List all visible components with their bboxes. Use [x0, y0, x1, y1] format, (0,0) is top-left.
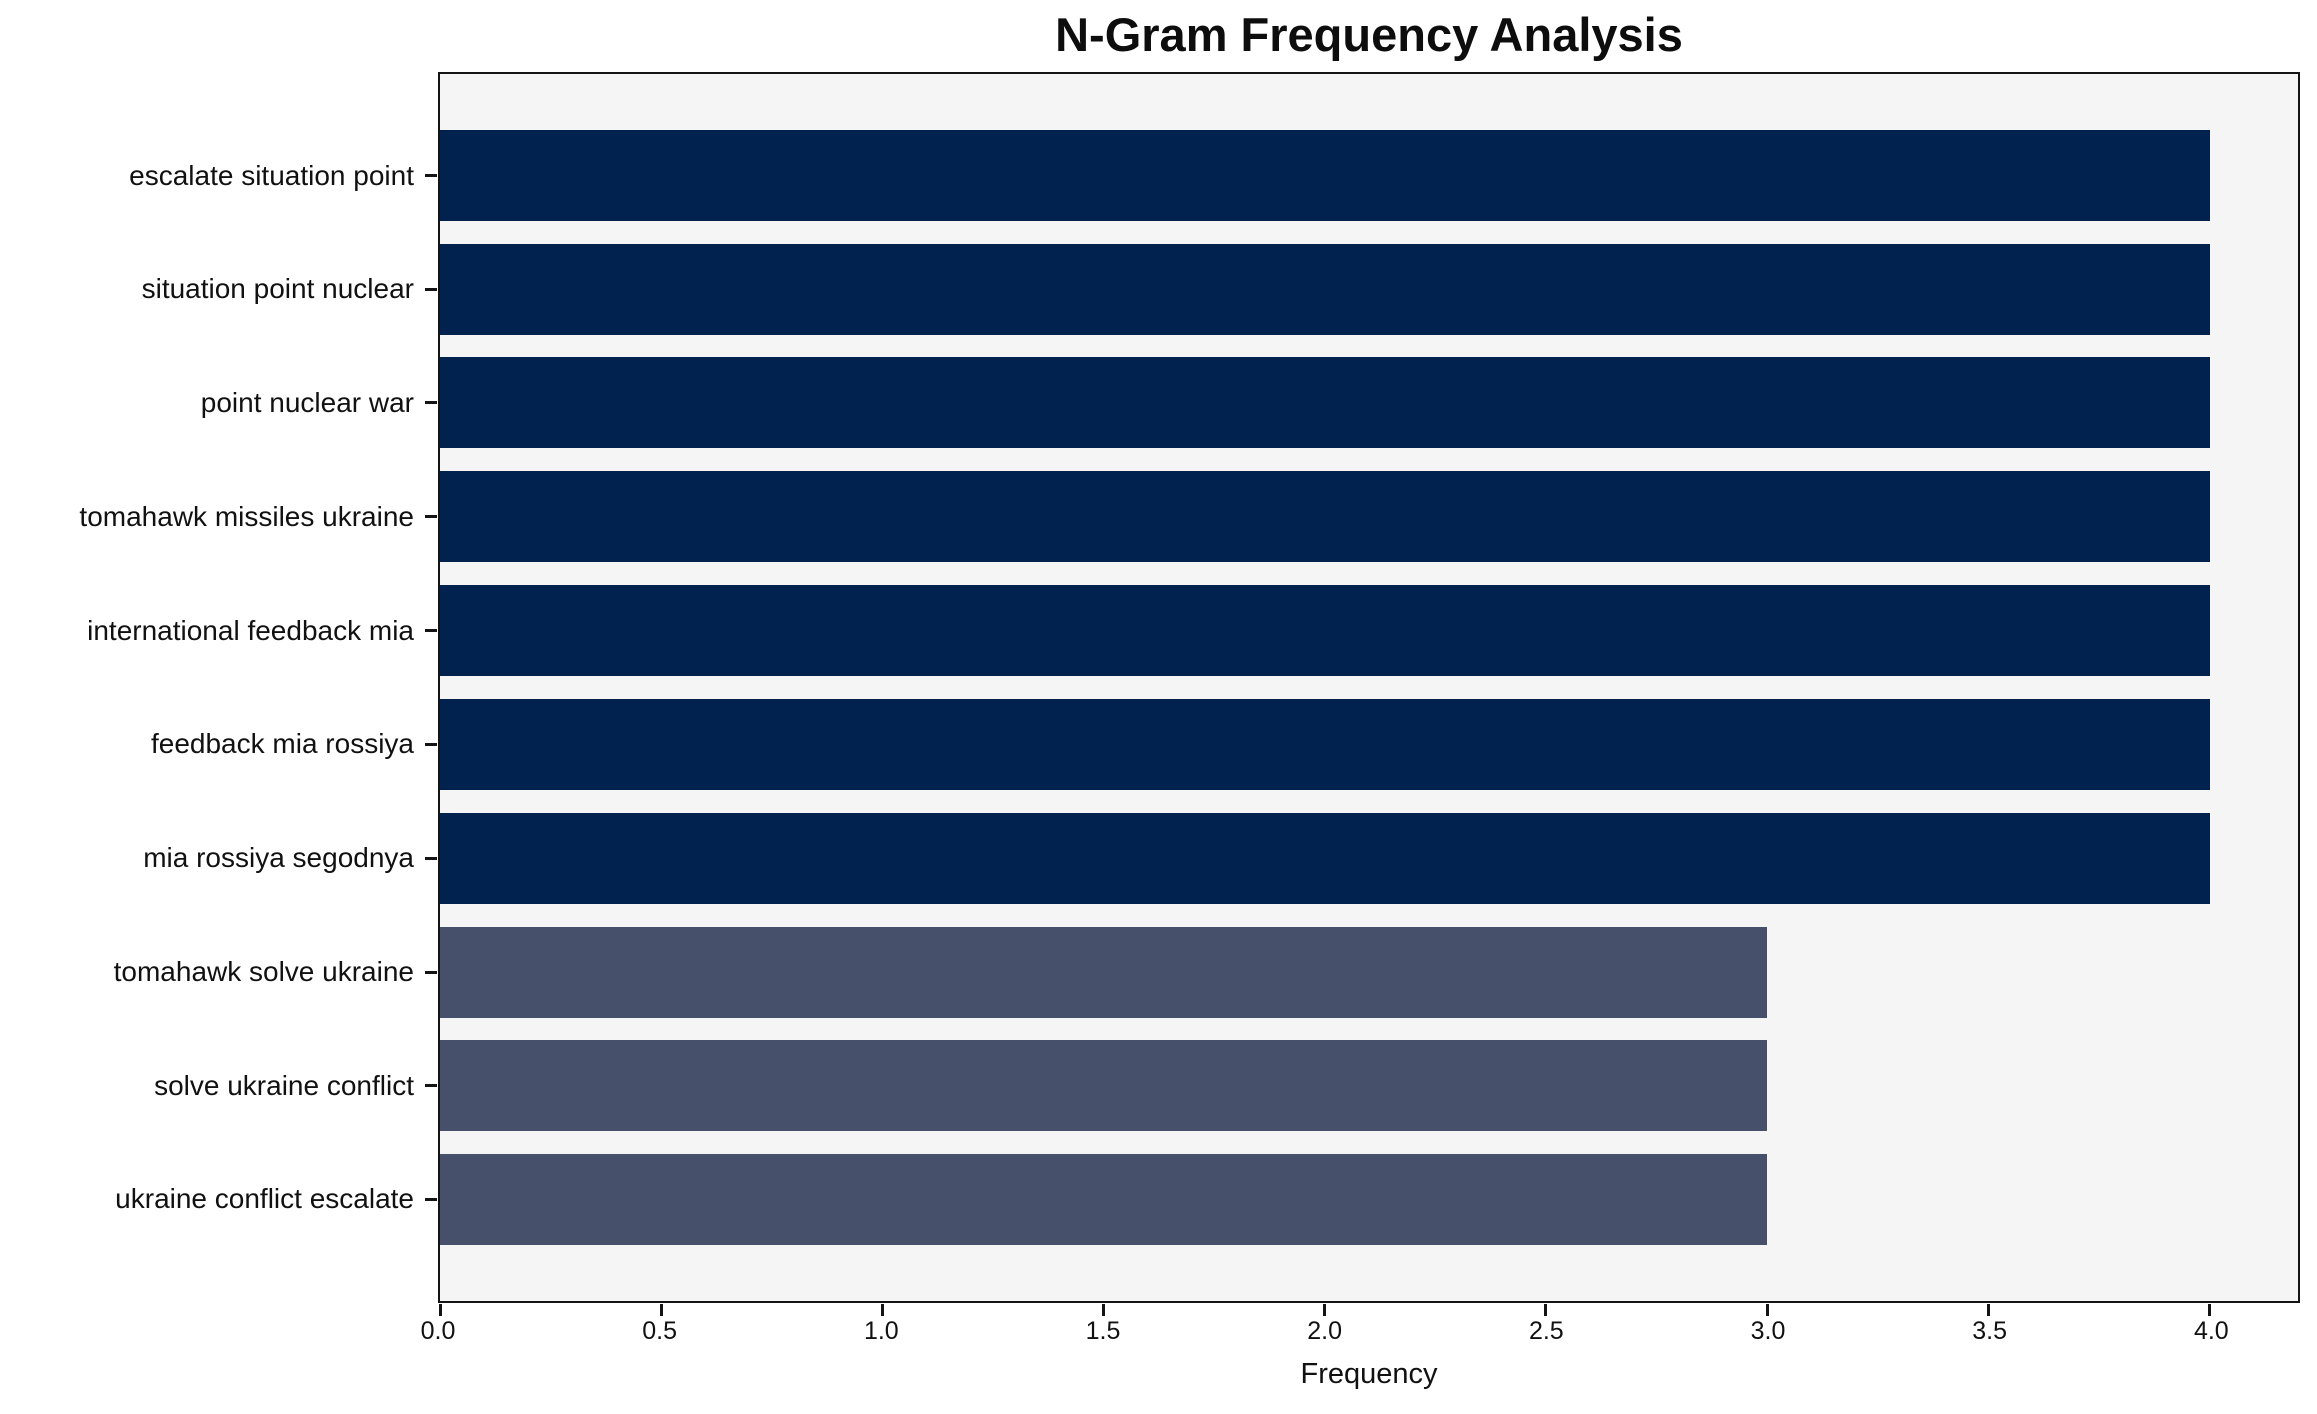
- x-tick-label: 2.5: [1528, 1317, 1564, 1345]
- y-axis-label: ukraine conflict escalate: [115, 1183, 414, 1215]
- x-tick-mark: [1544, 1304, 1548, 1316]
- y-tick-mark: [425, 742, 437, 746]
- x-tick-label: 2.0: [1307, 1317, 1343, 1345]
- x-tick-mark: [1102, 1304, 1106, 1316]
- y-axis-label: situation point nuclear: [141, 273, 414, 305]
- bar: [440, 1040, 1768, 1132]
- bar: [440, 243, 2210, 335]
- bar: [440, 812, 2210, 904]
- x-tick-label: 1.0: [863, 1317, 899, 1345]
- x-tick-mark: [1765, 1304, 1769, 1316]
- y-axis-label: solve ukraine conflict: [154, 1069, 414, 1101]
- y-tick-mark: [425, 1084, 437, 1088]
- y-axis-label: international feedback mia: [87, 614, 414, 646]
- bar: [440, 1154, 1768, 1246]
- bar: [440, 926, 1768, 1018]
- y-axis-label: point nuclear war: [200, 387, 414, 419]
- x-tick-label: 3.0: [1750, 1317, 1786, 1345]
- x-tick-mark: [1323, 1304, 1327, 1316]
- y-axis-label: tomahawk solve ukraine: [113, 955, 414, 987]
- y-tick-mark: [425, 970, 437, 974]
- x-tick-mark: [1986, 1304, 1990, 1316]
- x-axis-tick-labels: 0.0 0.5 1.0 1.5 2.0 2.5 3.0 3.5 4.0: [421, 1316, 2300, 1352]
- x-tick-label: 3.5: [1972, 1317, 2008, 1345]
- chart-title: N-Gram Frequency Analysis: [1055, 8, 1683, 61]
- y-tick-mark: [425, 629, 437, 633]
- y-tick-mark: [425, 401, 437, 405]
- bar: [440, 585, 2210, 677]
- x-tick-mark: [438, 1304, 442, 1316]
- y-tick-mark: [425, 856, 437, 860]
- y-axis-label: tomahawk missiles ukraine: [79, 500, 414, 532]
- bar: [440, 129, 2210, 221]
- y-tick-mark: [425, 173, 437, 177]
- x-tick-mark: [659, 1304, 663, 1316]
- bar: [440, 698, 2210, 790]
- y-axis-label: mia rossiya segodnya: [143, 842, 414, 874]
- bar: [440, 471, 2210, 563]
- y-tick-mark: [425, 1198, 437, 1202]
- y-axis-label: escalate situation point: [129, 159, 414, 191]
- y-tick-mark: [425, 515, 437, 519]
- bar: [440, 357, 2210, 449]
- x-tick-label: 1.5: [1085, 1317, 1121, 1345]
- x-tick-label: 0.5: [642, 1317, 678, 1345]
- x-axis-title: Frequency: [1300, 1358, 1438, 1390]
- x-tick-label: 4.0: [2193, 1317, 2229, 1345]
- x-tick-mark: [880, 1304, 884, 1316]
- y-tick-mark: [425, 287, 437, 291]
- x-tick-label: 0.0: [420, 1317, 456, 1345]
- y-axis-label: feedback mia rossiya: [150, 728, 414, 760]
- y-axis-labels: escalate situation point situation point …: [0, 72, 414, 1303]
- plot-area: [425, 72, 2300, 1316]
- x-tick-mark: [2208, 1304, 2212, 1316]
